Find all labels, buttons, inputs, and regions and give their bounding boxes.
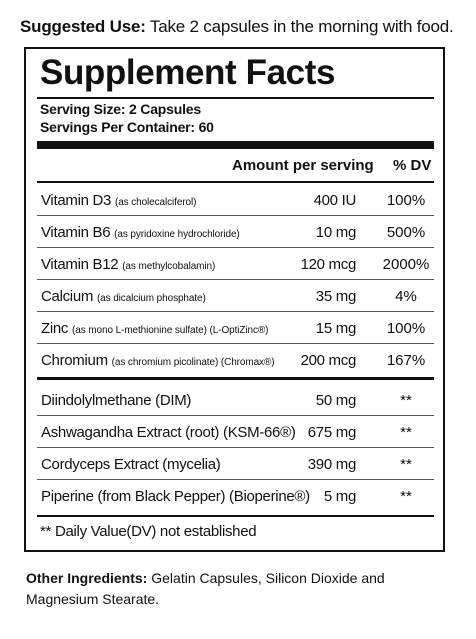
nutrient-source: (as mono L-methionine sulfate) (L-OptiZi… <box>72 325 269 336</box>
footer-rule <box>37 515 434 517</box>
fact-row: Cordyceps Extract (mycelia) 390 mg ** <box>37 450 434 480</box>
daily-value: 167% <box>386 352 426 369</box>
nutrient-name: Vitamin B12 (as methylcobalamin) <box>41 256 215 273</box>
row-divider <box>37 479 434 480</box>
suggested-use-label: Suggested Use: <box>20 17 146 36</box>
daily-value: ** <box>400 424 412 441</box>
other-ingredients-label: Other Ingredients: <box>26 570 148 586</box>
daily-value: ** <box>400 488 412 505</box>
nutrient-source: (as dicalcium phosphate) <box>96 293 206 304</box>
daily-value: ** <box>400 392 412 409</box>
row-divider <box>37 311 434 312</box>
row-divider <box>37 247 434 248</box>
thick-rule <box>37 141 434 149</box>
dv-header: % DV <box>393 157 432 174</box>
nutrient-label: Diindolylmethane (DIM) <box>41 392 192 409</box>
fact-row: Chromium (as chromium picolinate) (Chrom… <box>37 346 434 376</box>
nutrient-label: Piperine (from Black Pepper) (Bioperine®… <box>41 488 310 505</box>
daily-value: 100% <box>386 320 426 337</box>
daily-value: 4% <box>395 288 417 305</box>
fact-row: Vitamin B12 (as methylcobalamin) 120 mcg 2… <box>37 250 434 280</box>
nutrient-name: Piperine (from Black Pepper) (Bioperine®… <box>41 488 310 505</box>
fact-row: Calcium (as dicalcium phosphate) 35 mg 4% <box>37 282 434 312</box>
serving-size: Serving Size: 2 Capsules <box>40 101 201 117</box>
nutrient-name: Ashwagandha Extract (root) (KSM-66®) <box>41 424 296 441</box>
nutrient-source: (as pyridoxine hydrochloride) <box>114 229 240 240</box>
nutrient-name: Vitamin D3 (as cholecalciferol) <box>41 192 196 209</box>
dv-footnote: ** Daily Value(DV) not established <box>40 523 257 540</box>
nutrient-name: Zinc (as mono L-methionine sulfate) (L-O… <box>41 320 269 337</box>
nutrient-name: Cordyceps Extract (mycelia) <box>41 456 221 473</box>
fact-row: Vitamin D3 (as cholecalciferol) 400 IU 100… <box>37 186 434 216</box>
fact-row: Ashwagandha Extract (root) (KSM-66®) 675 … <box>37 418 434 448</box>
nutrient-name: Vitamin B6 (as pyridoxine hydrochloride) <box>41 224 240 241</box>
fact-row: Diindolylmethane (DIM) 50 mg ** <box>37 386 434 416</box>
other-ingredients-text: Gelatin Capsules, Silicon Dioxide and Ma… <box>26 570 385 607</box>
nutrient-label: Vitamin B6 <box>41 224 111 241</box>
daily-value: 100% <box>386 192 426 209</box>
row-divider <box>37 215 434 216</box>
nutrient-label: Cordyceps Extract (mycelia) <box>41 456 221 473</box>
daily-value: 2000% <box>382 256 430 273</box>
nutrient-source: (as chromium picolinate) (Chromax®) <box>111 357 275 368</box>
suggested-use-text: Take 2 capsules in the morning with food… <box>149 17 454 36</box>
amount-header: Amount per serving <box>232 157 374 174</box>
nutrient-name: Diindolylmethane (DIM) <box>41 392 191 409</box>
nutrient-name: Chromium (as chromium picolinate) (Chrom… <box>41 352 275 369</box>
nutrient-label: Calcium <box>41 288 94 305</box>
daily-value: ** <box>400 456 412 473</box>
amount: 5 mg <box>323 488 356 505</box>
other-ingredients: Other Ingredients: Gelatin Capsules, Sil… <box>26 568 456 610</box>
amount: 50 mg <box>315 392 357 409</box>
amount: 120 mcg <box>300 256 357 273</box>
nutrient-name: Calcium (as dicalcium phosphate) <box>41 288 206 305</box>
nutrient-source: (as methylcobalamin) <box>122 261 216 272</box>
row-divider <box>37 279 434 280</box>
fact-row: Vitamin B6 (as pyridoxine hydrochloride)… <box>37 218 434 248</box>
nutrient-label: Ashwagandha Extract (root) (KSM-66®) <box>41 424 296 441</box>
amount: 35 mg <box>315 288 357 305</box>
supplement-facts-panel: Supplement Facts Serving Size: 2 Capsule… <box>24 47 445 552</box>
amount: 400 IU <box>313 192 357 209</box>
title-rule <box>37 97 434 99</box>
row-divider <box>37 343 434 344</box>
section-rule <box>37 377 434 380</box>
amount: 15 mg <box>315 320 357 337</box>
amount: 675 mg <box>307 424 357 441</box>
row-divider <box>37 447 434 448</box>
daily-value: 500% <box>386 224 426 241</box>
amount: 390 mg <box>307 456 357 473</box>
header-rule <box>37 181 434 183</box>
suggested-use: Suggested Use: Take 2 capsules in the mo… <box>20 17 454 37</box>
nutrient-label: Zinc <box>41 320 69 337</box>
nutrient-label: Chromium <box>41 352 108 369</box>
fact-row: Zinc (as mono L-methionine sulfate) (L-O… <box>37 314 434 344</box>
servings-per-container: Servings Per Container: 60 <box>40 119 214 135</box>
amount: 10 mg <box>315 224 357 241</box>
nutrient-label: Vitamin D3 <box>41 192 112 209</box>
row-divider <box>37 415 434 416</box>
panel-title: Supplement Facts <box>40 53 336 92</box>
fact-row: Piperine (from Black Pepper) (Bioperine®… <box>37 482 434 512</box>
nutrient-source: (as cholecalciferol) <box>114 197 197 208</box>
nutrient-label: Vitamin B12 <box>41 256 119 273</box>
amount: 200 mcg <box>300 352 357 369</box>
